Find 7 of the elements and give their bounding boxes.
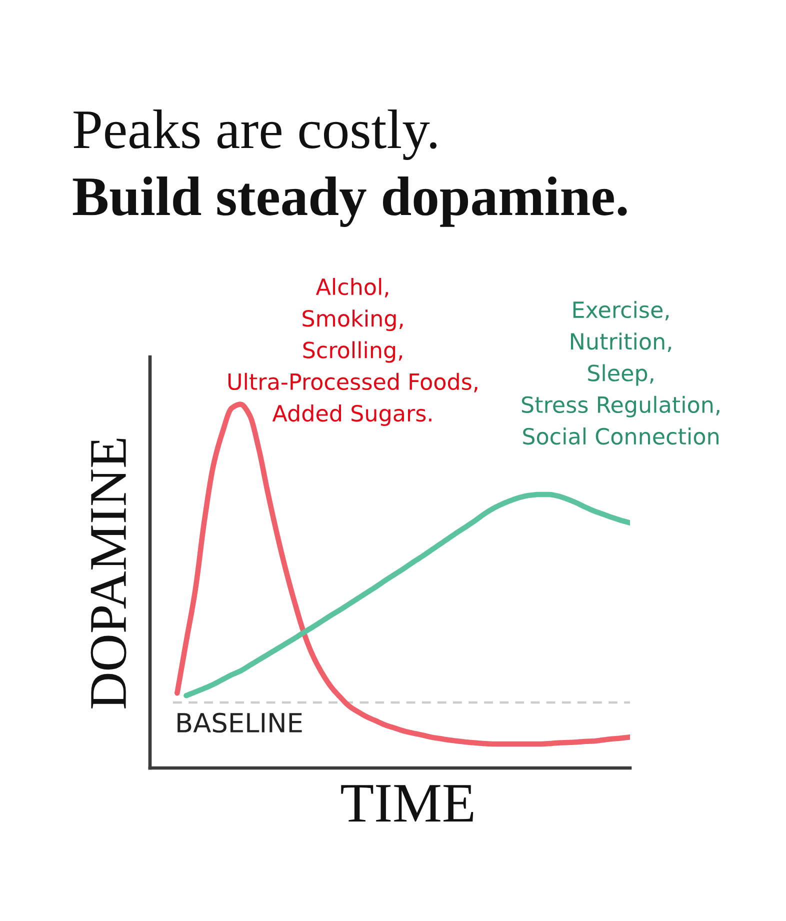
ref-line-label: BASELINE xyxy=(178,712,302,733)
series-label: Alchol, Smoking, Scrolling, Ultra-Processed Foods, Added Sugars. xyxy=(228,278,478,426)
y-axis-title: DOPAMINE xyxy=(90,438,126,708)
text: Exercise, Nutrition, Sleep, Stress Regulation, Social Connection xyxy=(522,300,720,445)
chart-title: Peaks are costly. xyxy=(74,109,437,160)
chart-subtitle: Build steady dopamine. xyxy=(72,176,627,227)
x-axis-title: TIME xyxy=(341,785,474,822)
